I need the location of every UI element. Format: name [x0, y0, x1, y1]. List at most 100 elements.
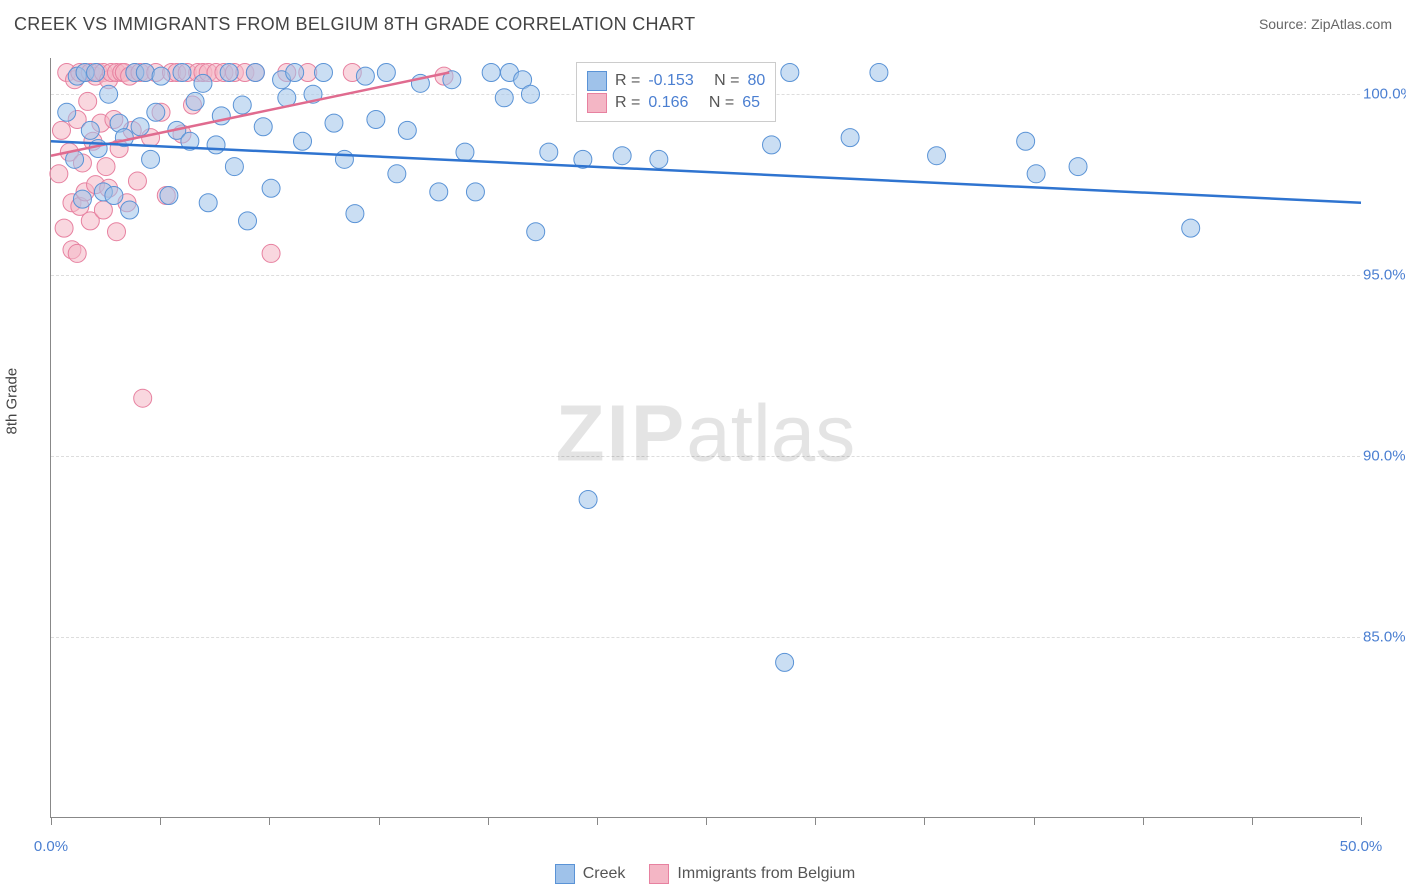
data-point-creek [1069, 158, 1087, 176]
data-point-creek [650, 150, 668, 168]
data-point-creek [1182, 219, 1200, 237]
legend-label-creek: Creek [583, 865, 626, 883]
legend-stats-row-belgium: R = 0.166 N = 65 [587, 93, 765, 113]
data-point-creek [325, 114, 343, 132]
x-tick [815, 817, 816, 825]
data-point-creek [781, 63, 799, 81]
data-point-creek [613, 147, 631, 165]
chart-title: CREEK VS IMMIGRANTS FROM BELGIUM 8TH GRA… [14, 14, 695, 35]
data-point-creek [142, 150, 160, 168]
data-point-belgium [68, 244, 86, 262]
data-point-creek [233, 96, 251, 114]
data-point-creek [466, 183, 484, 201]
data-point-creek [367, 111, 385, 129]
data-point-creek [540, 143, 558, 161]
legend-swatch-belgium [587, 93, 607, 113]
data-point-creek [314, 63, 332, 81]
data-point-creek [456, 143, 474, 161]
x-tick [1252, 817, 1253, 825]
data-point-creek [73, 190, 91, 208]
data-point-creek [81, 121, 99, 139]
x-tick-label: 0.0% [34, 838, 68, 855]
data-point-creek [100, 85, 118, 103]
legend-stats-row-creek: R = -0.153 N = 80 [587, 71, 765, 91]
y-tick-label: 100.0% [1363, 86, 1406, 103]
data-point-creek [246, 63, 264, 81]
data-point-creek [928, 147, 946, 165]
trend-line-creek [51, 141, 1361, 203]
r-value-belgium: 0.166 [648, 94, 688, 112]
x-tick [379, 817, 380, 825]
y-tick-label: 95.0% [1363, 267, 1406, 284]
data-point-belgium [134, 389, 152, 407]
data-point-creek [335, 150, 353, 168]
data-point-belgium [52, 121, 70, 139]
source-prefix: Source: [1259, 16, 1311, 32]
data-point-creek [294, 132, 312, 150]
data-point-creek [87, 63, 105, 81]
n-label: N = [714, 72, 739, 90]
data-point-belgium [128, 172, 146, 190]
x-tick [269, 817, 270, 825]
r-label: R = [615, 94, 640, 112]
data-point-creek [430, 183, 448, 201]
data-point-belgium [97, 158, 115, 176]
data-point-creek [870, 63, 888, 81]
data-point-creek [1027, 165, 1045, 183]
data-point-creek [131, 118, 149, 136]
x-tick [488, 817, 489, 825]
data-point-creek [152, 67, 170, 85]
data-point-creek [579, 491, 597, 509]
x-tick [924, 817, 925, 825]
data-point-creek [521, 85, 539, 103]
data-point-creek [199, 194, 217, 212]
legend-swatch-creek [587, 71, 607, 91]
data-point-creek [841, 129, 859, 147]
bottom-legend: Creek Immigrants from Belgium [50, 864, 1360, 884]
data-point-creek [346, 205, 364, 223]
n-value-creek: 80 [748, 72, 766, 90]
data-point-creek [356, 67, 374, 85]
data-point-creek [225, 158, 243, 176]
data-point-creek [377, 63, 395, 81]
legend-stats-box: R = -0.153 N = 80 R = 0.166 N = 65 [576, 62, 776, 122]
legend-label-belgium: Immigrants from Belgium [677, 865, 855, 883]
data-point-creek [1017, 132, 1035, 150]
data-point-creek [527, 223, 545, 241]
n-value-belgium: 65 [742, 94, 760, 112]
chart-svg [51, 58, 1360, 817]
x-tick [1143, 817, 1144, 825]
x-tick-label: 50.0% [1340, 838, 1383, 855]
x-tick [1361, 817, 1362, 825]
data-point-creek [186, 92, 204, 110]
r-label: R = [615, 72, 640, 90]
data-point-creek [763, 136, 781, 154]
x-tick [160, 817, 161, 825]
data-point-creek [147, 103, 165, 121]
data-point-creek [207, 136, 225, 154]
legend-swatch-creek [555, 864, 575, 884]
data-point-creek [398, 121, 416, 139]
chart-source: Source: ZipAtlas.com [1259, 16, 1392, 32]
legend-item-creek: Creek [555, 864, 626, 884]
data-point-creek [136, 63, 154, 81]
data-point-creek [495, 89, 513, 107]
data-point-creek [173, 63, 191, 81]
data-point-creek [286, 63, 304, 81]
data-point-creek [160, 187, 178, 205]
data-point-creek [58, 103, 76, 121]
r-value-creek: -0.153 [648, 72, 693, 90]
data-point-creek [105, 187, 123, 205]
data-point-creek [220, 63, 238, 81]
x-tick [51, 817, 52, 825]
data-point-creek [482, 63, 500, 81]
data-point-creek [776, 653, 794, 671]
legend-swatch-belgium [649, 864, 669, 884]
chart-header: CREEK VS IMMIGRANTS FROM BELGIUM 8TH GRA… [0, 0, 1406, 48]
data-point-creek [121, 201, 139, 219]
x-tick [597, 817, 598, 825]
y-tick-label: 85.0% [1363, 629, 1406, 646]
x-tick [1034, 817, 1035, 825]
data-point-belgium [108, 223, 126, 241]
source-name: ZipAtlas.com [1311, 16, 1392, 32]
